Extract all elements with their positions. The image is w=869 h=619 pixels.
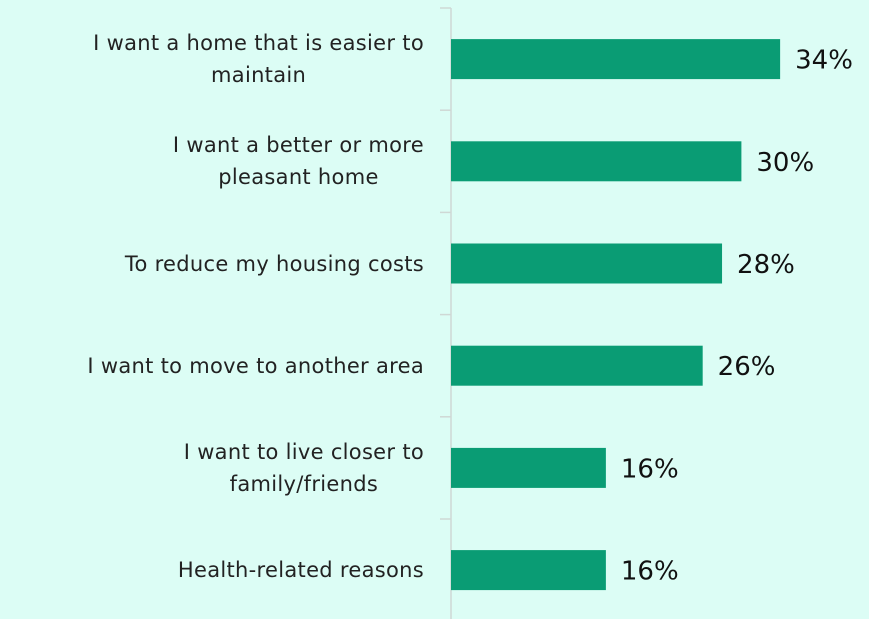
value-label: 26%: [718, 352, 776, 382]
bar: [451, 447, 606, 488]
category-label: Health-related reasons: [177, 558, 424, 583]
bar: [451, 550, 606, 591]
value-label: 30%: [756, 148, 814, 178]
value-label: 16%: [621, 557, 679, 587]
bar: [451, 345, 703, 386]
bar: [451, 39, 781, 80]
bar: [451, 243, 723, 284]
bar: [451, 141, 742, 182]
value-label: 34%: [795, 46, 853, 76]
category-label: I want a home that is easier to maintain: [93, 31, 424, 88]
category-label: I want to live closer to family/friends: [183, 439, 424, 496]
category-label: I want a better or more pleasant home: [172, 133, 424, 190]
value-label: 16%: [621, 454, 679, 484]
category-label: To reduce my housing costs: [124, 251, 424, 276]
value-label: 28%: [737, 250, 795, 280]
category-label: I want to move to another area: [87, 353, 424, 378]
